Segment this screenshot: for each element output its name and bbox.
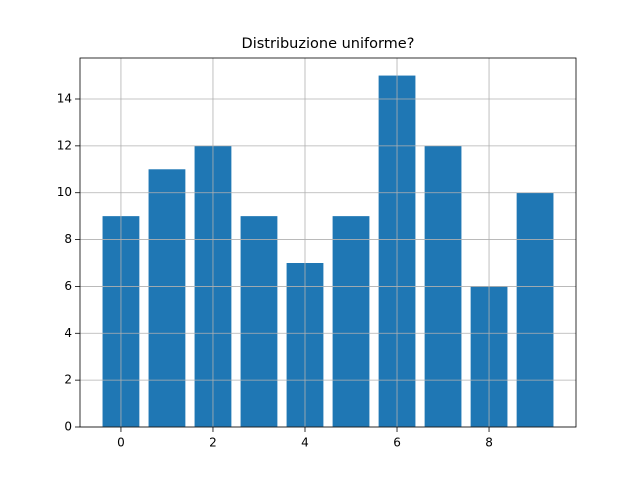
axes-frame — [79, 57, 577, 428]
bar — [332, 216, 370, 427]
x-tick-label: 0 — [117, 436, 125, 450]
x-tick-label: 4 — [301, 436, 309, 450]
y-tick-label: 6 — [64, 279, 72, 293]
y-tick-label: 12 — [57, 138, 72, 152]
y-tick-label: 10 — [57, 185, 72, 199]
bar — [148, 169, 186, 428]
x-tick-label: 6 — [393, 436, 401, 450]
bar — [516, 192, 554, 427]
y-tick-label: 2 — [64, 373, 72, 387]
bar — [240, 216, 278, 427]
y-tick-label: 8 — [64, 232, 72, 246]
y-tick-label: 4 — [64, 326, 72, 340]
x-tick-label: 2 — [209, 436, 217, 450]
chart-title: Distribuzione uniforme? — [242, 36, 415, 52]
x-tick-label: 8 — [485, 436, 493, 450]
y-tick-label: 14 — [57, 92, 72, 106]
y-tick-label: 0 — [64, 420, 72, 434]
